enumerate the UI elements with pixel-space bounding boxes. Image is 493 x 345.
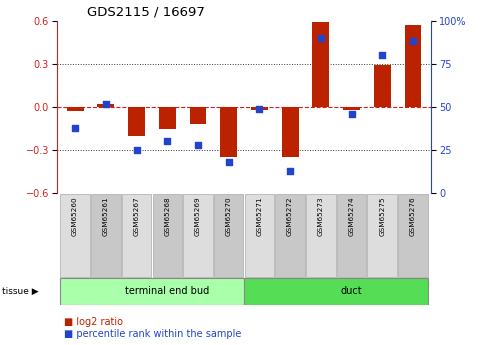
- Bar: [343, 107, 360, 110]
- Text: GSM65271: GSM65271: [256, 197, 262, 236]
- Text: GSM65276: GSM65276: [410, 197, 416, 236]
- Bar: [404, 25, 422, 107]
- FancyBboxPatch shape: [60, 278, 244, 305]
- Bar: [128, 107, 145, 136]
- FancyBboxPatch shape: [91, 194, 121, 277]
- Text: GSM65261: GSM65261: [103, 197, 109, 236]
- Point: [378, 52, 386, 58]
- Point: [102, 101, 110, 106]
- Text: terminal end bud: terminal end bud: [125, 286, 210, 296]
- Point: [71, 125, 79, 130]
- Bar: [282, 107, 299, 157]
- Text: GSM65270: GSM65270: [226, 197, 232, 236]
- Point: [286, 168, 294, 174]
- Text: ■ percentile rank within the sample: ■ percentile rank within the sample: [64, 329, 242, 339]
- Text: duct: duct: [341, 286, 362, 296]
- FancyBboxPatch shape: [367, 194, 397, 277]
- Text: GSM65269: GSM65269: [195, 197, 201, 236]
- FancyBboxPatch shape: [398, 194, 428, 277]
- Text: GSM65260: GSM65260: [72, 197, 78, 236]
- Bar: [159, 107, 176, 129]
- FancyBboxPatch shape: [245, 194, 274, 277]
- Point: [225, 159, 233, 165]
- FancyBboxPatch shape: [306, 194, 336, 277]
- FancyBboxPatch shape: [244, 278, 428, 305]
- Text: GDS2115 / 16697: GDS2115 / 16697: [87, 5, 205, 18]
- Text: GSM65268: GSM65268: [164, 197, 170, 236]
- Bar: [67, 107, 84, 111]
- Text: ■ log2 ratio: ■ log2 ratio: [64, 317, 123, 326]
- FancyBboxPatch shape: [60, 194, 90, 277]
- Point: [255, 106, 263, 111]
- Point: [194, 142, 202, 148]
- Text: tissue ▶: tissue ▶: [2, 287, 39, 296]
- FancyBboxPatch shape: [122, 194, 151, 277]
- Bar: [220, 107, 237, 157]
- Point: [163, 139, 171, 144]
- FancyBboxPatch shape: [276, 194, 305, 277]
- FancyBboxPatch shape: [183, 194, 212, 277]
- Bar: [251, 107, 268, 110]
- Text: GSM65267: GSM65267: [134, 197, 140, 236]
- Text: GSM65273: GSM65273: [318, 197, 324, 236]
- Point: [409, 39, 417, 44]
- FancyBboxPatch shape: [214, 194, 244, 277]
- FancyBboxPatch shape: [152, 194, 182, 277]
- Text: GSM65272: GSM65272: [287, 197, 293, 236]
- Text: GSM65274: GSM65274: [349, 197, 354, 236]
- Bar: [374, 65, 390, 107]
- Point: [348, 111, 355, 117]
- FancyBboxPatch shape: [337, 194, 366, 277]
- Bar: [189, 107, 207, 124]
- Point: [133, 147, 141, 153]
- Bar: [313, 22, 329, 107]
- Point: [317, 35, 325, 41]
- Bar: [98, 104, 114, 107]
- Text: GSM65275: GSM65275: [379, 197, 385, 236]
